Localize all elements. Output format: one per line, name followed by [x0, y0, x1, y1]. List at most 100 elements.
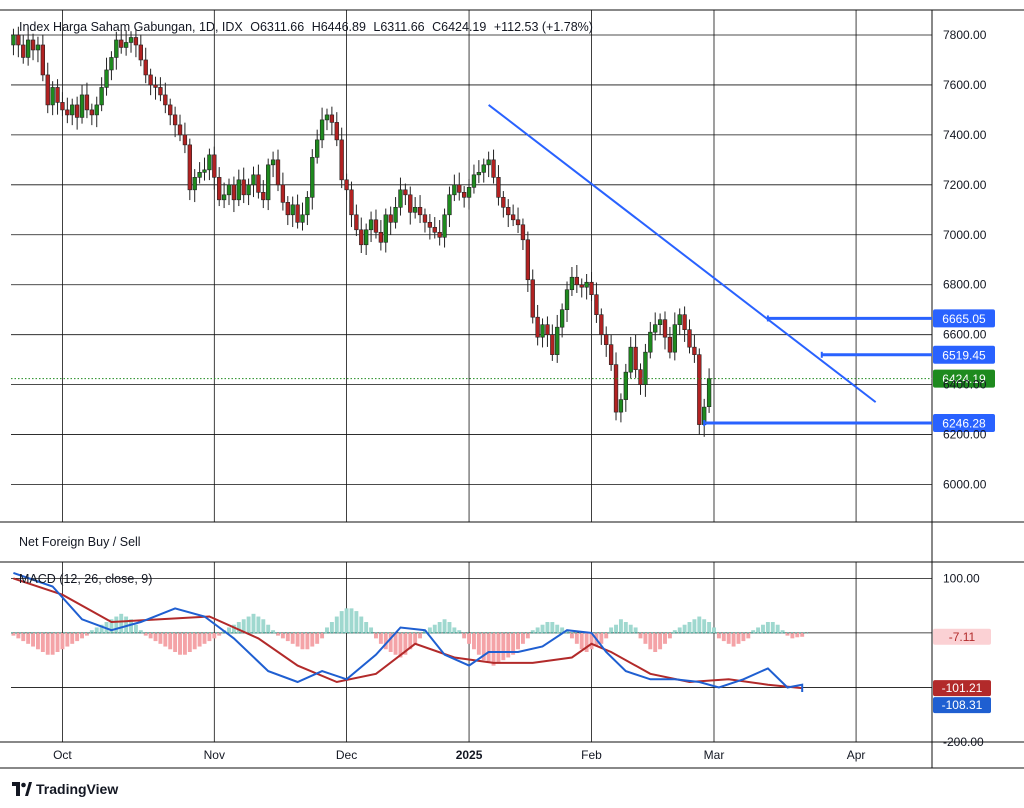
macd-histogram-bar	[295, 632, 300, 647]
macd-histogram-bar	[192, 632, 197, 650]
macd-histogram-bar	[770, 622, 775, 633]
macd-histogram-bar	[672, 630, 677, 633]
candle-body	[251, 174, 256, 186]
candle-body	[339, 139, 344, 181]
candle-body	[378, 231, 384, 243]
candle-body	[35, 44, 41, 51]
macd-histogram-bar	[408, 632, 413, 650]
macd-value-badge	[933, 697, 991, 714]
macd-histogram-bar	[148, 632, 153, 639]
macd-histogram-bar	[393, 632, 398, 655]
candle-body	[329, 114, 335, 123]
candle-body	[187, 144, 192, 191]
candle-body	[559, 309, 565, 328]
macd-histogram-bar	[158, 632, 163, 644]
candle-body	[70, 104, 75, 116]
macd-histogram-bar	[427, 627, 432, 633]
macd-histogram-bar	[413, 632, 418, 644]
macd-histogram-bar	[457, 630, 462, 633]
macd-histogram-bar	[261, 619, 266, 633]
macd-histogram-bar	[55, 632, 60, 652]
macd-histogram-bar	[496, 632, 501, 663]
price-tick-label: 6600.00	[943, 328, 987, 342]
candle-body	[45, 74, 50, 106]
macd-histogram-bar	[741, 632, 746, 642]
macd-histogram-bar	[251, 613, 256, 633]
price-tick-label: 6200.00	[943, 428, 987, 442]
macd-histogram-bar	[99, 624, 104, 633]
price-level-badge	[933, 345, 995, 364]
macd-histogram-bar	[491, 632, 496, 666]
candle-body	[515, 219, 521, 226]
candle-body	[65, 109, 70, 116]
candle-body	[300, 214, 305, 223]
candle-body	[99, 87, 104, 106]
macd-tick-label: 100.00	[943, 571, 980, 585]
candle-body	[128, 37, 134, 43]
candle-body	[305, 197, 310, 216]
chart-title: Index Harga Saham Gabungan, 1D, IDX O631…	[19, 20, 597, 34]
macd-histogram-bar	[633, 627, 638, 633]
candle-body	[359, 229, 364, 246]
candle-body	[491, 159, 496, 178]
candle-body	[574, 276, 579, 286]
macd-histogram-bar	[173, 632, 178, 652]
macd-histogram-bar	[94, 627, 99, 633]
macd-histogram-bar	[525, 632, 530, 639]
macd-histogram-bar	[290, 632, 295, 644]
candle-body	[349, 189, 354, 216]
candle-body	[692, 346, 697, 355]
macd-histogram-bar	[119, 613, 124, 633]
candle-body	[506, 207, 511, 216]
macd-histogram-bar	[511, 632, 516, 655]
candle-body	[486, 159, 491, 166]
time-tick-label: Dec	[336, 748, 357, 762]
candle-body	[319, 119, 325, 141]
candle-body	[212, 154, 217, 178]
foreign-pane-label: Net Foreign Buy / Sell	[19, 535, 141, 549]
macd-histogram-bar	[609, 627, 614, 633]
time-tick-label: 2025	[456, 748, 483, 762]
macd-histogram-bar	[178, 632, 182, 655]
macd-histogram-bar	[80, 632, 84, 639]
macd-histogram-bar	[168, 632, 173, 650]
axis-labels: 6000.00 6200.00 6400.00 6600.00 6800.00 7000.…	[53, 28, 991, 762]
macd-histogram-bar	[84, 632, 89, 636]
macd-histogram-bar	[383, 632, 388, 650]
macd-histogram-bar	[697, 616, 702, 633]
footer[interactable]: TradingView	[12, 779, 118, 799]
macd-histogram-bar	[70, 632, 75, 644]
symbol-label: Index Harga Saham Gabungan, 1D, IDX	[19, 20, 243, 34]
macd-histogram-bar	[775, 624, 780, 633]
macd-histogram-bar	[329, 622, 334, 633]
price-tick-label: 7000.00	[943, 228, 987, 242]
candle-body	[40, 44, 46, 76]
macd-histogram-bar	[388, 632, 393, 652]
macd-histogram-bar	[746, 632, 751, 639]
price-tick-label: 6800.00	[943, 278, 987, 292]
candle-body	[119, 39, 124, 48]
candle-body	[432, 226, 437, 233]
macd-histogram-bar	[276, 632, 280, 636]
macd-histogram-bar	[197, 632, 202, 647]
candle-body	[114, 39, 119, 58]
macd-histogram-bar	[310, 632, 315, 647]
macd-histogram-bar	[614, 624, 618, 633]
candle-body	[256, 174, 261, 193]
macd-histogram-bar	[736, 632, 741, 644]
macd-histogram-bar	[658, 632, 663, 650]
low-value: L6311.66	[373, 20, 425, 34]
macd-histogram-bar	[584, 632, 589, 652]
macd-histogram-bar	[550, 622, 555, 633]
price-tick-label: 6000.00	[943, 478, 987, 492]
candle-body	[16, 34, 21, 46]
candle-body	[236, 179, 241, 201]
candle-body	[540, 324, 545, 338]
macd-histogram-bar	[707, 622, 712, 633]
macd-histogram-bar	[50, 632, 55, 655]
macd-histogram-bar	[560, 627, 565, 633]
macd-histogram-bar	[712, 627, 716, 633]
macd-histogram-bar	[31, 632, 36, 647]
candle-body	[192, 177, 197, 191]
candle-body	[437, 231, 442, 238]
